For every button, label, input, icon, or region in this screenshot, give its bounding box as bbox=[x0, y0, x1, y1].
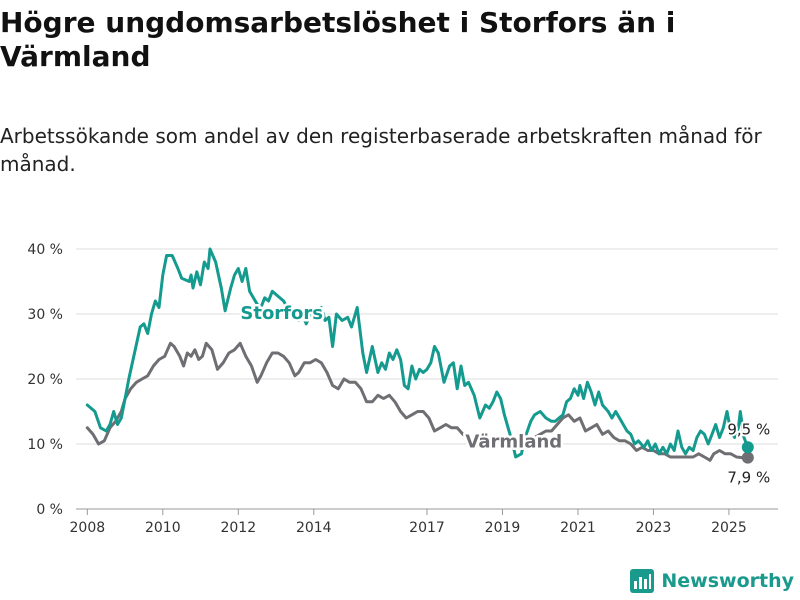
series-line-varmland bbox=[85, 341, 750, 462]
x-tick-label: 2010 bbox=[145, 520, 181, 536]
x-tick-label: 2008 bbox=[70, 520, 106, 536]
series-name-storfors: Storfors bbox=[240, 303, 323, 324]
end-label-varmland: 7,9 % bbox=[727, 469, 770, 487]
y-tick-label: 10 % bbox=[27, 437, 63, 453]
series-line-storfors bbox=[85, 247, 750, 459]
end-point-varmland bbox=[741, 451, 754, 464]
x-tick-label: 2023 bbox=[636, 520, 672, 536]
x-tick-label: 2025 bbox=[711, 520, 747, 536]
newsworthy-logo-icon bbox=[630, 569, 655, 593]
x-tick-label: 2021 bbox=[560, 520, 596, 536]
labels: Storfors Värmland 9,5 % 7,9 % bbox=[238, 301, 772, 489]
y-tick-label: 0 % bbox=[36, 502, 63, 518]
series-name-varmland: Värmland bbox=[465, 432, 562, 453]
end-point-storfors bbox=[741, 441, 754, 454]
brand-logo: Newsworthy bbox=[629, 568, 794, 594]
x-tick-label: 2014 bbox=[296, 520, 332, 536]
x-tick-label: 2019 bbox=[485, 520, 521, 536]
end-label-storfors: 9,5 % bbox=[727, 420, 770, 438]
y-tick-label: 40 % bbox=[27, 242, 63, 258]
axes: 0 % 10 % 20 % 30 % 40 % 2008 2010 2012 2014 2017 2… bbox=[27, 242, 746, 536]
y-tick-label: 20 % bbox=[27, 372, 63, 388]
x-tick-label: 2012 bbox=[220, 520, 256, 536]
chart-subtitle: Arbetssökande som andel av den registerb… bbox=[0, 124, 762, 176]
brand-name: Newsworthy bbox=[661, 570, 794, 592]
x-tick-label: 2017 bbox=[409, 520, 445, 536]
y-tick-label: 30 % bbox=[27, 307, 63, 323]
chart-title: Högre ungdomsarbetslöshet i Storfors än … bbox=[0, 6, 676, 73]
gridlines bbox=[76, 248, 778, 510]
series bbox=[85, 247, 754, 464]
